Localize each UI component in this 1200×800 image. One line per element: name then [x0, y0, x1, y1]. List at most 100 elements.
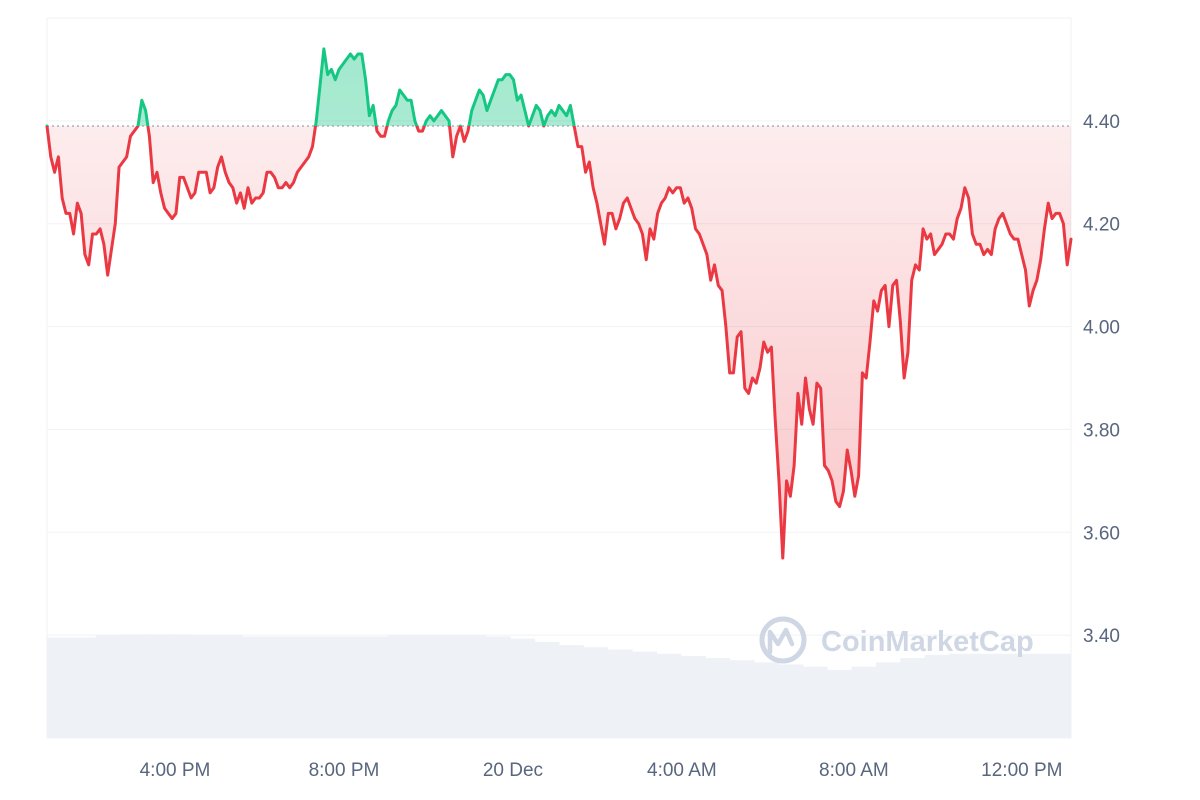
data-point: [737, 336, 738, 337]
data-point: [820, 388, 821, 389]
data-point: [346, 59, 347, 60]
data-point: [570, 105, 571, 106]
data-point: [395, 105, 396, 106]
x-tick-label: 20 Dec: [483, 760, 543, 781]
data-point: [122, 161, 123, 162]
data-point: [642, 233, 643, 234]
data-point: [62, 197, 63, 198]
data-point: [866, 377, 867, 378]
watermark-text: CoinMarketCap: [821, 626, 1034, 658]
data-point: [502, 79, 503, 80]
x-tick-label: 12:00 PM: [981, 760, 1062, 781]
data-point: [885, 285, 886, 286]
data-point: [206, 172, 207, 173]
data-point: [331, 69, 332, 70]
data-point: [433, 120, 434, 121]
data-point: [486, 110, 487, 111]
data-point: [759, 367, 760, 368]
data-point: [809, 408, 810, 409]
data-point: [479, 89, 480, 90]
data-point: [991, 254, 992, 255]
data-point: [429, 115, 430, 116]
data-point: [460, 125, 461, 126]
data-point: [145, 110, 146, 111]
data-point: [259, 197, 260, 198]
data-point: [221, 156, 222, 157]
data-point: [847, 449, 848, 450]
data-point: [627, 197, 628, 198]
data-point: [153, 182, 154, 183]
data-point: [653, 239, 654, 240]
data-point: [285, 182, 286, 183]
data-point: [835, 501, 836, 502]
data-point: [50, 156, 51, 157]
volume-bars: [47, 634, 1072, 738]
data-point: [251, 203, 252, 204]
data-point: [247, 187, 248, 188]
volume-bar: [242, 636, 267, 738]
data-point: [941, 244, 942, 245]
data-point: [490, 100, 491, 101]
data-point: [384, 136, 385, 137]
data-point: [380, 136, 381, 137]
volume-bar: [461, 635, 487, 738]
data-point: [574, 125, 575, 126]
data-point: [509, 74, 510, 75]
data-point: [448, 120, 449, 121]
data-point: [471, 110, 472, 111]
volume-bar: [168, 634, 194, 738]
data-point: [410, 100, 411, 101]
data-point: [266, 172, 267, 173]
volume-bar: [71, 637, 97, 738]
data-point: [945, 233, 946, 234]
volume-bar: [1046, 653, 1072, 738]
data-point: [699, 233, 700, 234]
data-point: [304, 161, 305, 162]
data-point: [373, 105, 374, 106]
data-point: [81, 213, 82, 214]
data-point: [551, 110, 552, 111]
data-point: [953, 239, 954, 240]
volume-bar: [510, 638, 536, 738]
y-axis: 3.40 3.60 3.80 4.00 4.20 4.40: [1083, 112, 1120, 647]
data-point: [297, 172, 298, 173]
data-point: [721, 290, 722, 291]
data-point: [740, 331, 741, 332]
data-point: [103, 244, 104, 245]
data-point: [228, 182, 229, 183]
data-point: [111, 249, 112, 250]
data-point: [539, 110, 540, 111]
data-point: [456, 136, 457, 137]
data-point: [589, 161, 590, 162]
data-point: [369, 115, 370, 116]
data-point: [191, 197, 192, 198]
data-point: [418, 131, 419, 132]
data-point: [498, 79, 499, 80]
data-point: [1044, 228, 1045, 229]
data-point: [767, 352, 768, 353]
data-point: [475, 100, 476, 101]
volume-bar: [412, 635, 438, 738]
data-point: [130, 136, 131, 137]
x-tick-label: 8:00 PM: [309, 760, 380, 781]
data-point: [73, 233, 74, 234]
data-point: [577, 146, 578, 147]
volume-bar: [437, 635, 462, 738]
data-point: [126, 156, 127, 157]
data-point: [172, 218, 173, 219]
data-point: [1014, 239, 1015, 240]
data-point: [646, 259, 647, 260]
data-point: [107, 275, 108, 276]
data-point: [555, 115, 556, 116]
data-point: [323, 48, 324, 49]
data-point: [1025, 269, 1026, 270]
data-point: [566, 115, 567, 116]
data-point: [634, 218, 635, 219]
data-point: [752, 377, 753, 378]
volume-bar: [363, 636, 389, 738]
data-point: [350, 53, 351, 54]
data-point: [301, 167, 302, 168]
data-point: [156, 172, 157, 173]
volume-bar: [388, 635, 414, 738]
data-point: [1029, 305, 1030, 306]
